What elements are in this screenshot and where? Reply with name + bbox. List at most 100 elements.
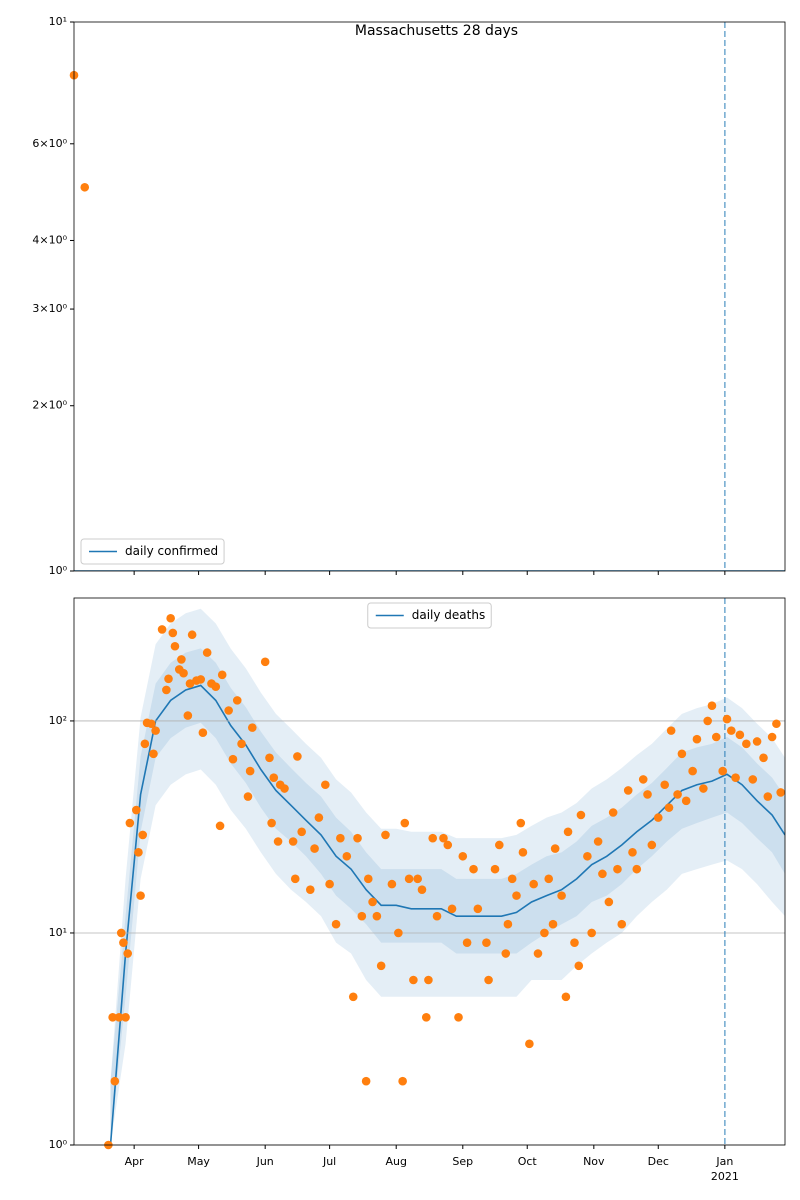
data-point [342, 851, 352, 861]
data-point [748, 775, 758, 784]
data-point [305, 885, 315, 894]
data-point [608, 808, 618, 817]
confidence-band [110, 608, 785, 1145]
x-tick-label: Aug [385, 1155, 406, 1168]
data-point [593, 837, 603, 846]
data-point [428, 833, 438, 843]
data-point [677, 749, 687, 759]
data-point [628, 848, 637, 857]
data-point [462, 938, 472, 947]
data-point [484, 975, 493, 985]
x-tick-label: May [187, 1155, 210, 1168]
data-point [417, 885, 427, 894]
data-point [503, 919, 513, 929]
data-point [260, 657, 270, 667]
data-point [458, 851, 468, 861]
data-point [613, 864, 622, 874]
data-point [638, 775, 648, 784]
data-point [424, 975, 433, 985]
data-point [767, 732, 777, 742]
data-point [368, 897, 377, 907]
plot-area [109, 608, 785, 1145]
data-point [512, 891, 521, 900]
x-tick-label: Nov [583, 1155, 605, 1168]
data-point [267, 818, 276, 828]
data-point [108, 1013, 117, 1022]
y-tick-label: 4×10⁰ [32, 233, 67, 246]
x-tick-label: Oct [518, 1155, 538, 1168]
y-tick-label: 2×10⁰ [32, 399, 67, 412]
data-point [525, 1039, 534, 1049]
data-point [617, 919, 627, 929]
data-point [121, 1013, 130, 1022]
legend: daily confirmed [80, 538, 225, 565]
data-point [632, 864, 642, 874]
data-point [372, 911, 382, 921]
data-point [735, 730, 745, 740]
data-point [381, 830, 390, 840]
data-point [288, 837, 298, 846]
y-tick-label: 10¹ [49, 15, 67, 28]
data-point [217, 670, 227, 680]
y-tick-label: 10⁰ [49, 564, 68, 577]
data-point [653, 813, 663, 822]
data-point [703, 716, 712, 726]
legend-label: daily deaths [412, 608, 485, 622]
data-point [198, 728, 208, 738]
y-tick-label: 10¹ [49, 926, 67, 939]
data-point [136, 891, 145, 900]
data-point [353, 833, 362, 843]
data-point [280, 784, 289, 793]
data-point [293, 752, 302, 761]
data-point [660, 780, 670, 790]
confidence-band [110, 648, 785, 1145]
data-point [742, 739, 751, 749]
data-point [177, 655, 186, 664]
data-point [623, 786, 633, 795]
axes-frame [73, 597, 786, 1146]
legend-box [367, 602, 492, 629]
data-point [119, 938, 128, 947]
data-point [398, 1076, 407, 1086]
x-tick-label: Jun [256, 1155, 274, 1168]
data-point [404, 874, 414, 884]
data-point [185, 679, 195, 688]
y-tick-label: 10² [49, 714, 67, 727]
data-point [540, 928, 549, 938]
data-point [361, 1076, 371, 1086]
data-point [681, 796, 691, 806]
data-point [604, 897, 614, 907]
data-point [699, 784, 708, 793]
series-line [109, 684, 785, 1145]
data-point [187, 630, 197, 640]
data-point [162, 685, 171, 695]
data-point [550, 844, 560, 853]
data-point [707, 701, 717, 710]
data-point [166, 613, 175, 623]
data-point [443, 840, 453, 850]
data-point [673, 790, 682, 799]
data-point [321, 780, 330, 790]
legend: daily deaths [367, 602, 492, 629]
data-point [726, 726, 736, 735]
legend-label: daily confirmed [125, 544, 218, 558]
x-tick-sublabel: 2021 [711, 1170, 739, 1183]
data-point [413, 874, 422, 884]
data-point [168, 628, 178, 638]
data-point [507, 874, 517, 884]
data-point [273, 837, 283, 846]
data-point [179, 668, 188, 678]
data-point [759, 753, 768, 763]
data-point [247, 723, 257, 732]
data-point [563, 827, 573, 837]
data-point [490, 864, 500, 874]
data-point [482, 938, 491, 947]
data-point [711, 732, 721, 742]
data-point [151, 726, 160, 735]
data-point [228, 754, 238, 764]
data-point [518, 848, 528, 857]
data-point [363, 874, 373, 884]
data-point [561, 992, 571, 1002]
data-point [666, 726, 676, 735]
data-point [131, 805, 141, 815]
